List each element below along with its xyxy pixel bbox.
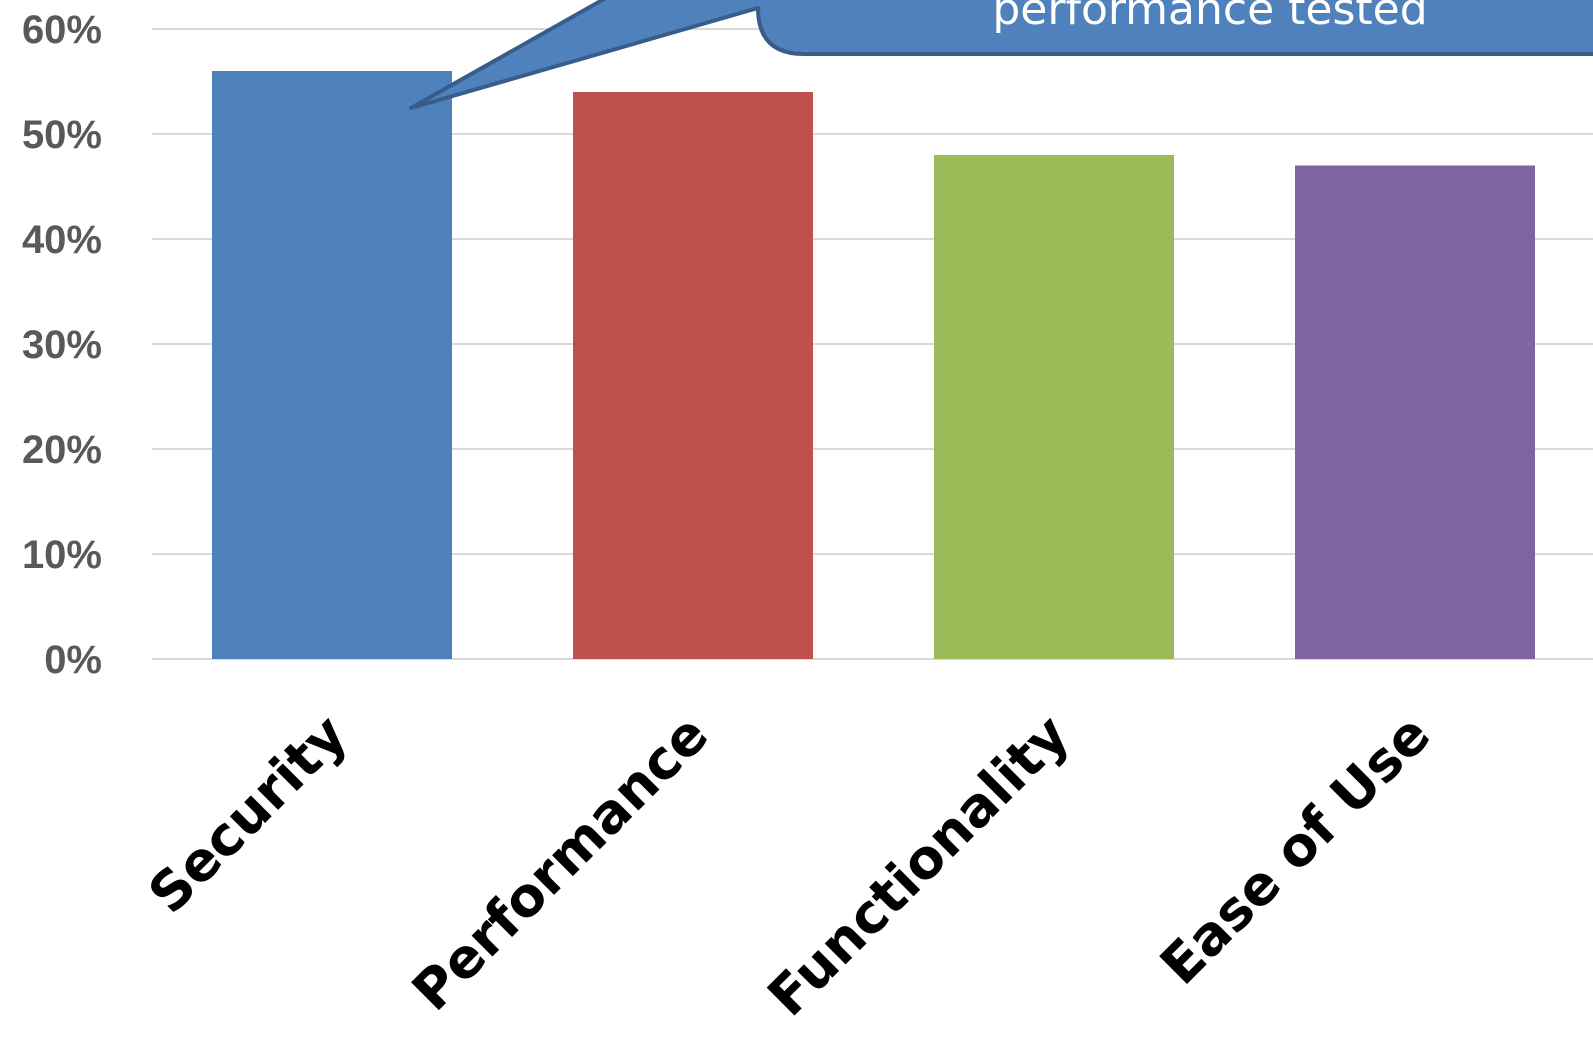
- bars: [212, 71, 1535, 659]
- bar-performance: [573, 92, 813, 659]
- y-tick-label: 20%: [22, 428, 102, 472]
- callout-text: performance tested: [992, 0, 1427, 35]
- y-axis-tick-labels: 0% 10% 20% 30% 40% 50% 60%: [22, 8, 102, 682]
- bar-ease-of-use: [1295, 165, 1535, 659]
- x-tick-label: Functionality: [756, 703, 1082, 1029]
- y-tick-label: 40%: [22, 218, 102, 262]
- x-tick-label: Ease of Use: [1148, 703, 1442, 997]
- x-tick-label: Performance: [400, 703, 720, 1023]
- y-tick-label: 30%: [22, 323, 102, 367]
- callout-shape: [409, 0, 1593, 110]
- y-tick-label: 50%: [22, 113, 102, 157]
- y-tick-label: 60%: [22, 8, 102, 52]
- y-tick-label: 0%: [44, 638, 102, 682]
- x-axis-tick-labels: Security Performance Functionality Ease of …: [136, 703, 1442, 1029]
- x-tick-label: Security: [136, 703, 359, 926]
- y-tick-label: 10%: [22, 533, 102, 577]
- callout-annotation: performance tested: [409, 0, 1593, 110]
- bar-security: [212, 71, 452, 659]
- bar-functionality: [934, 155, 1174, 659]
